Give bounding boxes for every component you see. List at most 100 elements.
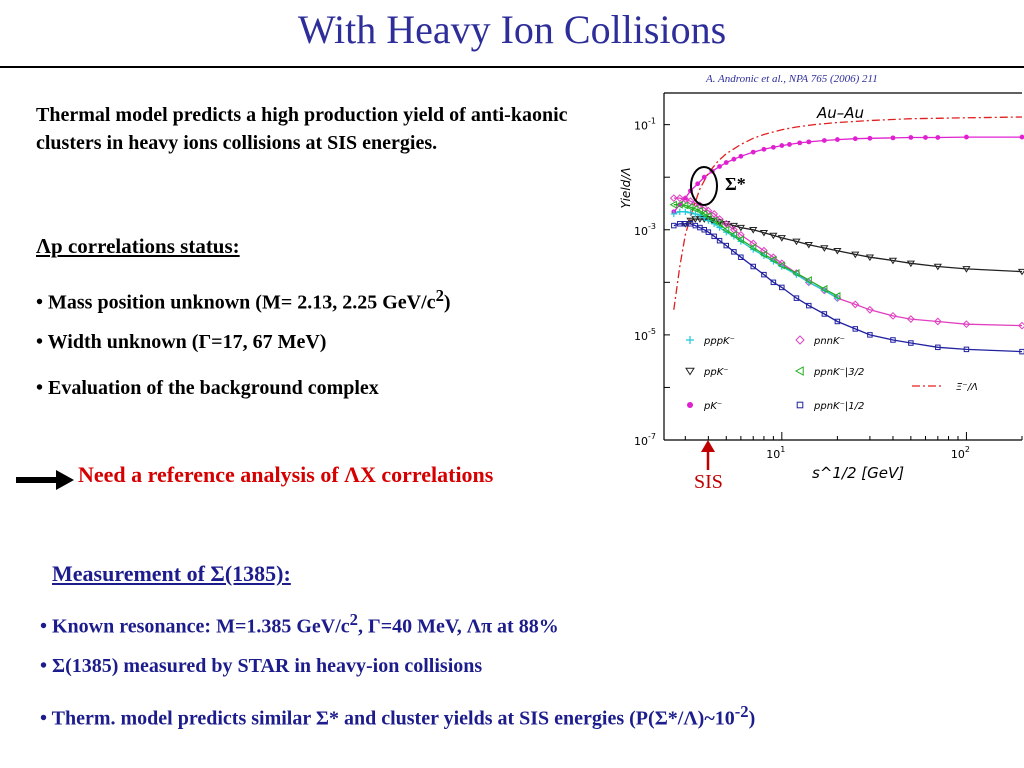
data-point	[676, 208, 683, 215]
data-point	[923, 135, 928, 140]
bullet-text-end: )	[748, 707, 756, 730]
data-point	[695, 181, 701, 187]
data-point	[736, 235, 744, 244]
data-point	[700, 209, 708, 218]
data-point	[1019, 134, 1024, 140]
series-line	[673, 197, 1023, 327]
data-point	[865, 254, 875, 262]
data-point	[865, 305, 874, 314]
series-line	[684, 218, 1023, 273]
data-point	[779, 284, 785, 291]
data-point	[851, 300, 860, 309]
data-point	[770, 144, 776, 150]
data-point	[935, 135, 941, 140]
data-point	[804, 241, 813, 249]
data-point	[888, 257, 898, 265]
data-point	[738, 254, 744, 260]
data-point	[681, 201, 689, 210]
lp-bullet-background: • Evaluation of the background complex	[36, 377, 379, 400]
data-point	[906, 315, 915, 323]
series-line	[673, 211, 838, 299]
data-point	[761, 271, 767, 278]
superscript: 2	[349, 610, 358, 629]
data-point	[906, 260, 915, 268]
slide-title: With Heavy Ion Collisions	[297, 7, 727, 52]
data-point	[1019, 348, 1024, 355]
measurement-bullet-resonance: • Known resonance: M=1.385 GeV/c2, Γ=40 …	[40, 610, 559, 639]
data-point	[852, 136, 858, 142]
data-point	[686, 197, 695, 206]
y-tick-label: 10-5	[634, 327, 656, 343]
data-point	[723, 160, 729, 165]
data-point	[717, 164, 722, 169]
legend-swatch	[685, 367, 695, 376]
data-point	[867, 135, 873, 141]
data-point	[890, 135, 896, 141]
legend-swatch	[686, 336, 694, 344]
lp-bullet-mass: • Mass position unknown (M= 2.13, 2.25 G…	[36, 286, 451, 315]
data-point	[820, 245, 829, 252]
data-point	[750, 263, 756, 270]
legend-label: ppK⁻	[703, 367, 729, 378]
data-point	[677, 221, 683, 227]
x-tick-label: 102	[951, 445, 970, 461]
legend-label: pppK⁻	[703, 336, 735, 347]
data-point	[777, 261, 785, 270]
data-point	[687, 209, 694, 217]
data-point	[681, 195, 690, 204]
data-point	[750, 149, 756, 155]
measurement-bullet-star: • Σ(1385) measured by STAR in heavy-ion …	[40, 655, 482, 678]
bullet-text-end: , Γ=40 MeV, Λπ at 88%	[358, 615, 559, 638]
bullet-text: • Σ(1385) measured by STAR in heavy-ion …	[40, 655, 483, 677]
data-point	[1018, 321, 1024, 330]
sis-label: SIS	[694, 471, 723, 493]
y-tick-label: 10-7	[634, 432, 656, 448]
data-point	[833, 291, 841, 301]
data-point	[834, 318, 841, 325]
data-point	[935, 344, 941, 351]
sis-arrow-head	[701, 440, 715, 452]
data-point	[761, 146, 767, 152]
data-point	[695, 206, 703, 215]
data-point	[709, 216, 718, 225]
need-reference-statement: Need a reference analysis of ΛX correlat…	[78, 462, 494, 487]
legend-label: ppnK⁻|3/2	[813, 367, 864, 378]
data-point	[736, 224, 745, 232]
data-point	[705, 229, 712, 235]
data-point	[716, 237, 723, 244]
chart-title: Au–Au	[816, 104, 864, 122]
data-point	[804, 276, 812, 285]
superscript: -2	[734, 702, 749, 721]
data-point	[962, 320, 971, 329]
data-point	[723, 242, 729, 249]
data-point	[722, 225, 730, 234]
data-point	[729, 222, 738, 230]
data-point	[962, 266, 971, 273]
legend-swatch	[687, 402, 693, 408]
data-point	[793, 295, 800, 301]
data-point	[833, 247, 842, 255]
data-point	[890, 337, 896, 343]
data-point	[669, 194, 678, 203]
data-point	[704, 206, 713, 215]
data-point	[670, 210, 678, 218]
data-point	[933, 317, 942, 326]
data-point	[787, 142, 792, 147]
legend-swatch	[796, 401, 804, 409]
data-point	[731, 156, 737, 162]
data-point	[820, 284, 828, 293]
data-point	[715, 219, 723, 228]
data-point	[675, 194, 684, 203]
legend-label: pnnK⁻	[813, 336, 845, 347]
citation: A. Andronic et al., NPA 765 (2006) 211	[706, 73, 878, 85]
data-point	[821, 311, 828, 317]
data-point	[964, 134, 969, 140]
data-point	[731, 249, 737, 255]
x-axis-label: s^1/2 [GeV]	[812, 464, 904, 482]
data-point	[749, 227, 758, 234]
data-point	[777, 235, 786, 242]
yield-chart: 10-1 10-3 10-5 10-7 101 102 Au–Au Yield/Λ s^…	[619, 92, 1024, 482]
data-point	[722, 221, 731, 228]
data-point	[889, 311, 897, 320]
bullet-text: • Width unknown (Γ=17, 67 MeV)	[36, 331, 327, 353]
